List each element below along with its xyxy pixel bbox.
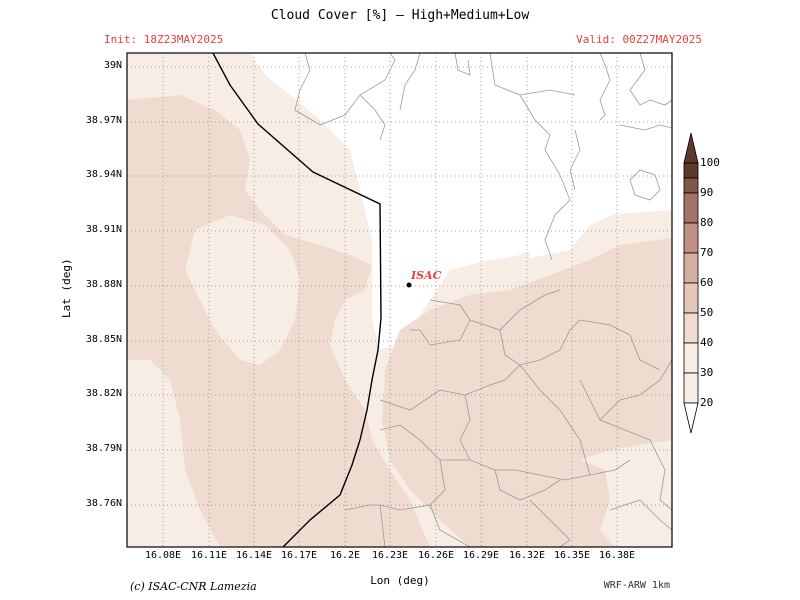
lon-tick-label: 16.17E xyxy=(280,550,318,561)
lat-tick-label: 38.94N xyxy=(85,169,122,180)
lon-tick-label: 16.32E xyxy=(508,550,546,561)
cloud-level-20-area xyxy=(520,53,672,258)
colorbar-level-label: 100 xyxy=(700,156,720,169)
lon-tick-label: 16.14E xyxy=(235,550,273,561)
credit-text: (c) ISAC-CNR Lamezia xyxy=(130,580,257,593)
colorbar-level-label: 80 xyxy=(700,216,714,229)
colorbar-top-arrow xyxy=(683,132,699,164)
lon-tick-label: 16.29E xyxy=(462,550,500,561)
colorbar-level-label: 30 xyxy=(700,366,714,379)
lat-tick-label: 38.88N xyxy=(85,279,122,290)
map-title: Cloud Cover [%] — High+Medium+Low xyxy=(270,8,530,23)
x-axis-label: Lon (deg) xyxy=(370,574,430,587)
y-axis-label: Lat (deg) xyxy=(60,258,73,318)
colorbar-level-label: 70 xyxy=(700,246,714,259)
lat-tick-label: 38.97N xyxy=(85,115,122,126)
valid-time: Valid: 00Z27MAY2025 xyxy=(576,33,702,46)
lat-lon-grid xyxy=(127,53,672,547)
model-text: WRF-ARW 1km xyxy=(603,580,670,591)
colorbar-level-label: 90 xyxy=(700,186,714,199)
cloud-level-30-inner xyxy=(185,215,300,365)
colorbar-level-label: 60 xyxy=(700,276,714,289)
lat-tick-label: 39N xyxy=(103,60,122,71)
cloud-level-40-area xyxy=(382,238,672,547)
lat-tick-label: 38.76N xyxy=(85,498,122,509)
init-time: Init: 18Z23MAY2025 xyxy=(104,33,224,46)
lon-tick-label: 16.11E xyxy=(190,550,228,561)
lon-tick-label: 16.26E xyxy=(417,550,455,561)
municipal-borders xyxy=(294,53,672,547)
cloud-cover-field xyxy=(127,53,672,547)
isac-location-marker xyxy=(406,282,412,288)
colorbar-bottom-arrow xyxy=(683,402,699,434)
cloud-level-30-inner xyxy=(127,360,215,547)
lon-tick-label: 16.23E xyxy=(371,550,409,561)
lon-tick-label: 16.08E xyxy=(144,550,182,561)
lat-tick-label: 38.85N xyxy=(85,334,122,345)
plot-frame xyxy=(126,52,673,548)
colorbar-level-label: 40 xyxy=(700,336,714,349)
lat-tick-label: 38.91N xyxy=(85,224,122,235)
lat-tick-label: 38.82N xyxy=(85,388,122,399)
cloud-level-30-inner xyxy=(580,440,672,547)
lon-tick-label: 16.35E xyxy=(553,550,591,561)
lat-tick-label: 38.79N xyxy=(85,443,122,454)
coastline xyxy=(212,53,382,547)
lon-tick-label: 16.38E xyxy=(598,550,636,561)
lon-tick-label: 16.2E xyxy=(329,550,361,561)
colorbar xyxy=(683,132,699,434)
isac-marker-label: ISAC xyxy=(410,269,442,282)
colorbar-level-label: 50 xyxy=(700,306,714,319)
colorbar-level-label: 20 xyxy=(700,396,714,409)
